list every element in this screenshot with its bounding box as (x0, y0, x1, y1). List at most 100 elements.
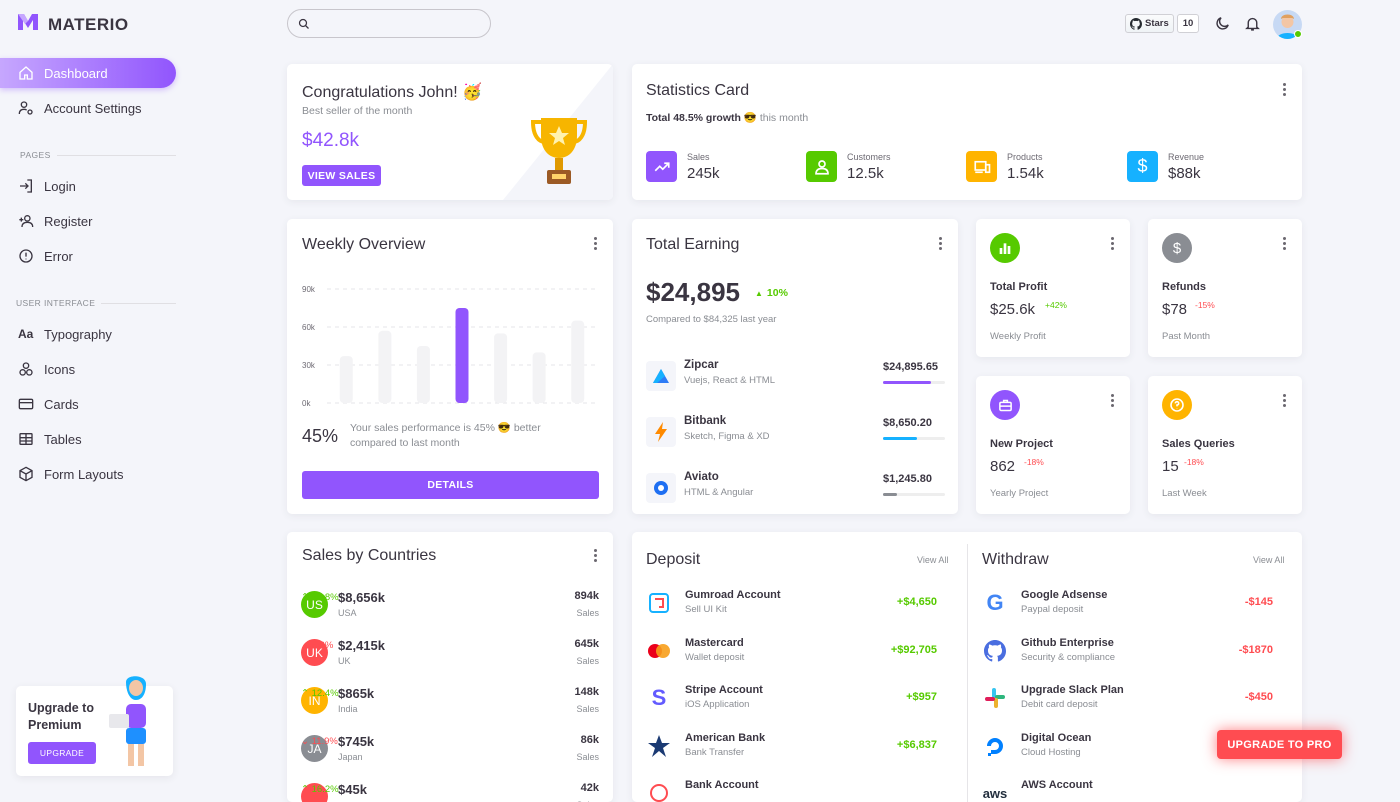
country-change-value: 16.2% (311, 784, 339, 795)
deposit-row: Mastercard Wallet deposit +$92,705 (645, 635, 937, 675)
total-profit-card: Total Profit $25.6k +42% Weekly Profit (976, 219, 1130, 357)
earning-item-name: Zipcar (684, 359, 719, 371)
nav-tables[interactable]: Tables (0, 424, 176, 454)
github-stars-count: 10 (1176, 14, 1200, 33)
github-stars[interactable]: Stars 10 (1125, 14, 1200, 33)
earning-change-value: 10% (766, 287, 788, 299)
mini-card-title: Total Profit (990, 281, 1048, 293)
withdraw-name: Github Enterprise (1021, 636, 1114, 649)
view-sales-button[interactable]: VIEW SALES (302, 165, 381, 186)
search-icon (298, 18, 309, 29)
y-tick-label: 0k (302, 399, 311, 408)
deposit-sub: Sell UI Kit (685, 604, 727, 615)
nav-login[interactable]: Login (0, 171, 176, 201)
country-change: ⌄ 6.2% (301, 640, 333, 651)
chevron-up-icon: ⌃ (301, 784, 309, 795)
deposit-amount: +$6,837 (896, 738, 937, 751)
nav-icons[interactable]: Icons (0, 354, 176, 384)
withdraw-view-all-link[interactable]: View All (1253, 555, 1285, 565)
country-row: JA $745k ⌄ 11.9% Japan 86k Sales (301, 731, 599, 771)
country-sales: 86k (580, 734, 599, 746)
withdraw-amount: -$450 (1244, 691, 1273, 703)
nav-form-layouts[interactable]: Form Layouts (0, 459, 176, 489)
mini-card-sub: Yearly Project (990, 488, 1049, 499)
congratulations-card: Congratulations John! 🥳 Best seller of t… (287, 64, 613, 200)
country-amount: $865k (338, 686, 375, 701)
nav-account-settings[interactable]: Account Settings (0, 93, 176, 123)
nav-dashboard[interactable]: Dashboard (0, 58, 176, 88)
github-stars-button[interactable]: Stars (1125, 14, 1174, 33)
withdraw-name: Digital Ocean (1021, 731, 1092, 744)
mini-card-value: 862 (990, 458, 1016, 475)
zipcar-icon (646, 361, 676, 391)
more-vertical-icon[interactable] (1282, 83, 1286, 97)
more-vertical-icon[interactable] (938, 237, 942, 251)
country-avatar: IN (301, 687, 328, 714)
earning-item-amount: $24,895.65 (883, 361, 939, 373)
earning-item-sub: HTML & Angular (684, 487, 754, 498)
earning-progress-fill (883, 437, 918, 440)
statistics-growth-bold: Total 48.5% growth (646, 112, 741, 124)
more-vertical-icon[interactable] (593, 549, 597, 563)
country-change-value: 6.2% (311, 640, 334, 651)
mini-card-change: -18% (1184, 457, 1204, 467)
refunds-card: $ Refunds $78 -15% Past Month (1148, 219, 1302, 357)
brand[interactable]: MATERIO (16, 12, 129, 37)
bell-icon[interactable] (1244, 15, 1261, 32)
deposit-view-all-link[interactable]: View All (917, 555, 949, 565)
gumroad-icon (645, 589, 673, 617)
more-vertical-icon[interactable] (1282, 237, 1286, 251)
details-button[interactable]: DETAILS (302, 471, 599, 499)
withdraw-sub: Cloud Hosting (1021, 746, 1081, 758)
withdraw-title: Withdraw (982, 551, 1049, 568)
country-change: ⌃ 25.8% (301, 592, 339, 603)
country-sales-label: Sales (576, 608, 599, 618)
weekly-overview-title: Weekly Overview (302, 236, 426, 253)
upgrade-card: Upgrade to Premium UPGRADE (16, 676, 173, 776)
stat-value: 1.54k (1007, 164, 1044, 182)
country-sales-label: Sales (576, 656, 599, 666)
sales-by-countries-card: Sales by Countries US $8,656k ⌃ 25.8% US… (287, 532, 613, 802)
divider (967, 544, 968, 802)
upgrade-button[interactable]: UPGRADE (28, 742, 96, 764)
ui-section-label: USER INTERFACE (16, 298, 96, 308)
upgrade-to-pro-button[interactable]: UPGRADE TO PRO (1217, 730, 1342, 759)
nav-error[interactable]: Error (0, 241, 176, 271)
mini-card-value: $25.6k (990, 301, 1036, 318)
account-plus-icon (19, 215, 34, 228)
stat-label: Revenue (1168, 151, 1205, 162)
country-change-value: 25.8% (311, 592, 339, 603)
sales-queries-card: Sales Queries 15 -18% Last Week (1148, 376, 1302, 514)
sidebar: MATERIO Dashboard Account Settings PAGES… (0, 0, 190, 788)
nav-register-label: Register (44, 213, 93, 229)
github-icon (1130, 17, 1142, 30)
country-name: UK (338, 656, 351, 666)
earning-item-name: Aviato (684, 471, 719, 483)
nav-cards[interactable]: Cards (0, 389, 176, 419)
trophy-icon (530, 118, 588, 184)
earning-progress (883, 493, 945, 496)
deposit-row: Bank Account (645, 777, 937, 802)
more-vertical-icon[interactable] (1282, 394, 1286, 408)
country-avatar: US (301, 591, 328, 618)
aws-icon: aws (982, 785, 1008, 801)
search-input[interactable] (316, 16, 486, 31)
nav-register[interactable]: Register (0, 206, 176, 236)
chart-bar (416, 346, 430, 403)
more-vertical-icon[interactable] (1110, 237, 1114, 251)
search-bar[interactable] (287, 9, 491, 38)
stat-value: $88k (1168, 164, 1201, 182)
y-tick-label: 90k (302, 285, 316, 294)
bitbank-icon (646, 417, 676, 447)
chevron-down-icon: ⌄ (301, 640, 309, 651)
dark-mode-icon[interactable] (1214, 15, 1231, 32)
more-vertical-icon[interactable] (593, 237, 597, 251)
withdraw-row: Upgrade Slack Plan Debit card deposit -$… (981, 682, 1273, 722)
earning-item-bitbank: Bitbank Sketch, Figma & XD $8,650.20 (646, 413, 945, 453)
withdraw-sub: Paypal deposit (1021, 604, 1084, 615)
earning-progress (883, 437, 945, 440)
country-amount: $745k (338, 734, 375, 749)
nav-typography[interactable]: Aa Typography (0, 319, 176, 349)
dollar-icon: $ (1127, 151, 1158, 182)
more-vertical-icon[interactable] (1110, 394, 1114, 408)
